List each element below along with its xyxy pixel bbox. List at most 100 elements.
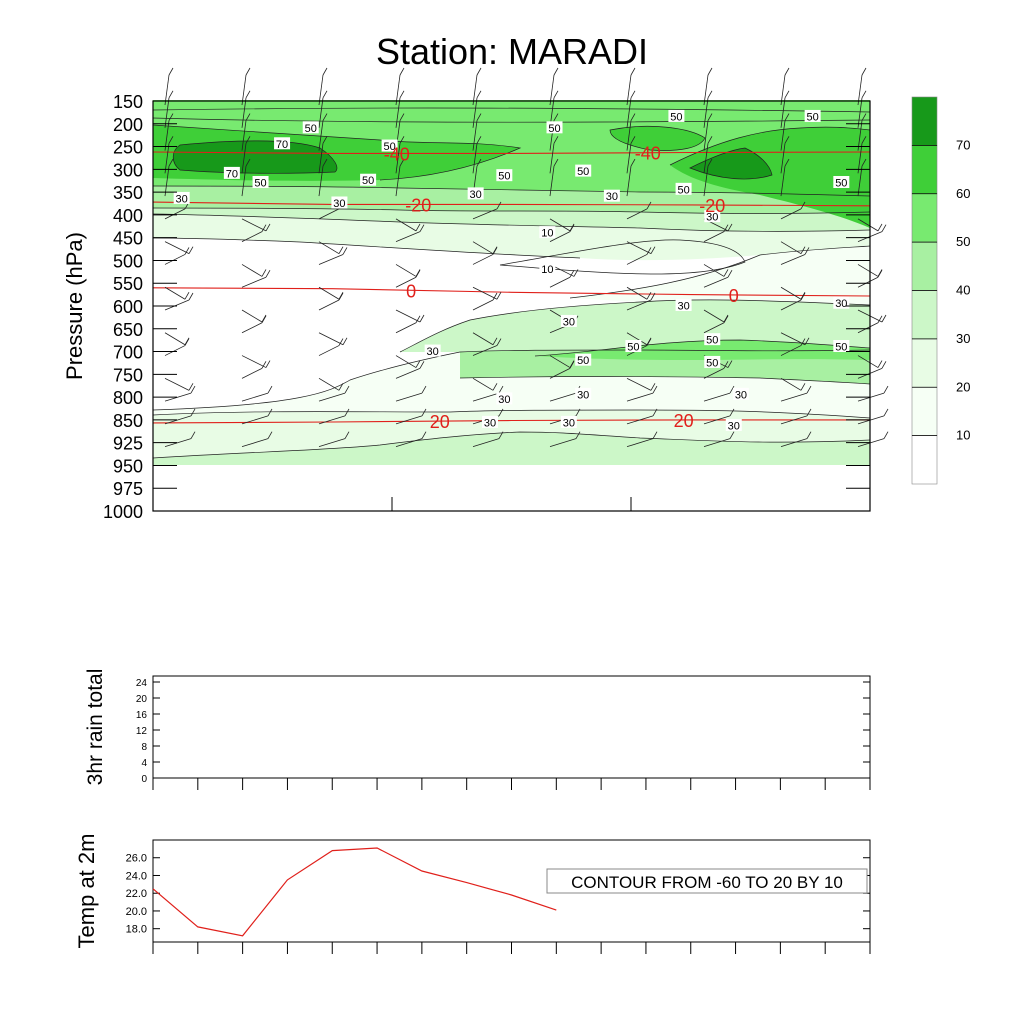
temp-contour-label: -40 bbox=[384, 144, 410, 164]
colorbar-swatch bbox=[911, 145, 938, 195]
pressure-tick-label: 700 bbox=[113, 343, 143, 363]
wind-barb-flag bbox=[476, 158, 482, 167]
wind-barb bbox=[857, 355, 879, 368]
temp-contour-line bbox=[152, 201, 871, 207]
wind-barb-flag bbox=[553, 67, 559, 76]
wind-barb bbox=[472, 377, 494, 391]
wind-barb-flag bbox=[267, 385, 273, 394]
wind-barb bbox=[549, 74, 555, 106]
wind-barb bbox=[549, 231, 571, 243]
wind-barb bbox=[857, 97, 863, 128]
wind-barb-flag bbox=[496, 338, 502, 346]
wind-barb-flag bbox=[188, 383, 194, 391]
fill-band-jet-core-right bbox=[610, 126, 705, 151]
humidity-label-bg bbox=[675, 299, 692, 311]
wind-barb bbox=[241, 166, 247, 197]
humidity-label-bg bbox=[833, 176, 850, 188]
wind-barb bbox=[164, 120, 170, 151]
fill-band-mid-right bbox=[570, 246, 870, 305]
wind-barb bbox=[626, 286, 648, 300]
humidity-label: 50 bbox=[627, 342, 639, 354]
wind-barb-flag bbox=[415, 315, 421, 323]
wind-barb-flag bbox=[650, 246, 656, 254]
temp-axis-label: Temp at 2m bbox=[74, 834, 99, 949]
wind-barb-flag bbox=[344, 408, 350, 417]
wind-barb bbox=[857, 392, 885, 402]
temp-contour-label: 20 bbox=[674, 411, 694, 431]
temp-contour-label: -40 bbox=[635, 144, 661, 164]
humidity-label-bg bbox=[424, 344, 441, 357]
wind-barb bbox=[857, 438, 885, 448]
wind-barb-flag bbox=[883, 385, 889, 394]
wind-barb-flag bbox=[338, 383, 344, 391]
wind-barb bbox=[318, 241, 340, 255]
wind-barb-flag bbox=[861, 67, 867, 76]
wind-barb-flag bbox=[190, 408, 196, 417]
wind-barb bbox=[164, 254, 186, 265]
wind-barb-flag bbox=[646, 338, 652, 346]
pressure-tick-label: 400 bbox=[113, 206, 143, 226]
wind-barb-flag bbox=[723, 315, 729, 323]
wind-barb bbox=[626, 299, 652, 311]
humidity-label: 30 bbox=[333, 198, 345, 210]
wind-barb bbox=[703, 166, 709, 197]
wind-barb bbox=[626, 392, 654, 402]
humidity-label: 30 bbox=[498, 394, 510, 406]
wind-barb-flag bbox=[322, 67, 328, 76]
wind-barb-flag bbox=[265, 360, 271, 368]
wind-barb-flag bbox=[727, 223, 733, 232]
rain-tick-label: 16 bbox=[136, 710, 148, 721]
pressure-tick-label: 600 bbox=[113, 297, 143, 317]
temp-contour-line bbox=[152, 151, 871, 154]
temp-contour-line bbox=[152, 287, 871, 297]
wind-barb bbox=[241, 97, 247, 128]
wind-barb bbox=[164, 438, 192, 448]
wind-barb bbox=[857, 276, 879, 288]
wind-barb bbox=[549, 166, 555, 197]
wind-barb-flag bbox=[630, 90, 636, 98]
wind-barb bbox=[780, 74, 786, 106]
wind-barb bbox=[395, 367, 421, 379]
wind-barb-flag bbox=[630, 158, 636, 167]
wind-barb bbox=[780, 438, 808, 448]
wind-barb bbox=[780, 166, 786, 197]
wind-barb bbox=[780, 392, 808, 402]
wind-barb bbox=[472, 438, 500, 448]
wind-barb bbox=[318, 74, 324, 106]
wind-barb-flag bbox=[492, 292, 498, 301]
wind-barb bbox=[241, 264, 263, 277]
wind-barb bbox=[472, 332, 494, 346]
humidity-contour bbox=[152, 409, 871, 419]
wind-barb-flag bbox=[800, 292, 806, 301]
humidity-label-bg bbox=[575, 164, 592, 177]
wind-barb bbox=[549, 143, 555, 174]
wind-barb-flag bbox=[804, 247, 810, 255]
wind-barb bbox=[703, 415, 731, 425]
wind-barb bbox=[626, 74, 632, 106]
wind-barb-flag bbox=[184, 292, 190, 300]
wind-barb-flag bbox=[806, 385, 812, 394]
humidity-label-bg bbox=[704, 333, 721, 346]
wind-barb-flag bbox=[630, 113, 636, 121]
humidity-label-bg bbox=[725, 418, 742, 431]
wind-barb bbox=[318, 377, 340, 391]
wind-barb bbox=[241, 367, 263, 379]
humidity-label: 50 bbox=[362, 175, 374, 187]
wind-barb bbox=[549, 367, 571, 379]
wind-barb-flag bbox=[168, 136, 174, 144]
humidity-label-bg bbox=[539, 262, 556, 275]
pressure-tick-label: 850 bbox=[113, 411, 143, 431]
wind-barb bbox=[703, 392, 731, 402]
wind-barb bbox=[780, 377, 802, 391]
humidity-contour-labels: 5050505070507050505050505030303030301010… bbox=[173, 109, 850, 432]
wind-barb-flag bbox=[419, 224, 425, 232]
temp-contour-label: -20 bbox=[699, 196, 725, 216]
humidity-label: 50 bbox=[383, 141, 395, 153]
wind-barb bbox=[626, 241, 652, 255]
wind-barb bbox=[703, 438, 731, 448]
humidity-label-bg bbox=[302, 121, 319, 134]
wind-barb-flag bbox=[245, 90, 251, 98]
wind-barb bbox=[857, 322, 879, 334]
wind-barb-flag bbox=[707, 67, 713, 76]
wind-barb-flag bbox=[707, 90, 713, 98]
